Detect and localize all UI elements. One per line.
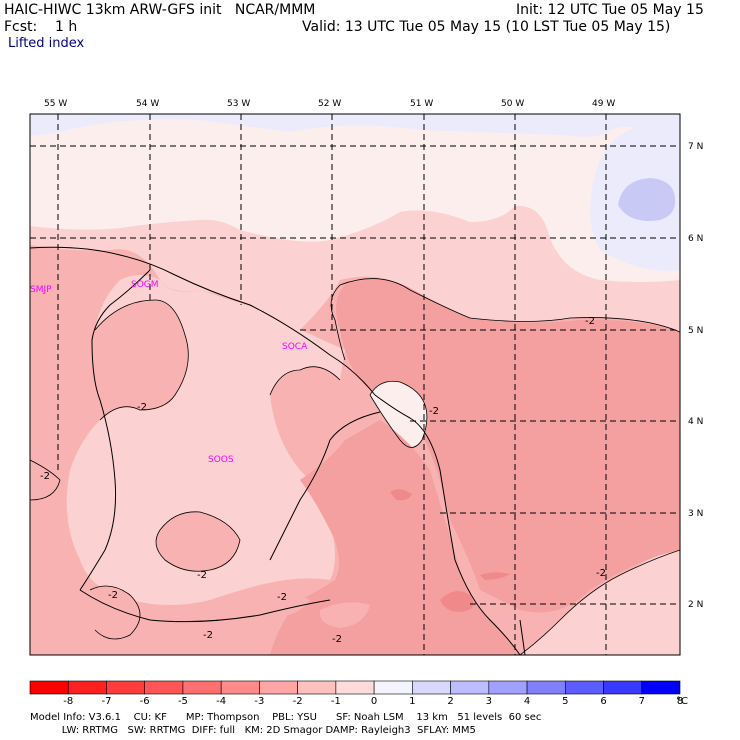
contour-label: -2	[277, 592, 287, 603]
contour-label: -2	[108, 590, 118, 601]
colorbar-tick-label: -5	[178, 696, 188, 707]
contour-labels: -2 -2 -2 -2 -2 -2 -2 -2 -2 -2	[40, 316, 606, 645]
colorbar-tick-label: -6	[140, 696, 150, 707]
colorbar-swatch	[641, 680, 681, 695]
colorbar-tick-label: 6	[600, 696, 606, 707]
colorbar-swatch	[373, 680, 413, 695]
graticule	[30, 114, 680, 655]
contour-label: -2	[40, 471, 50, 482]
lon-label: 49 W	[592, 99, 615, 109]
model-info-line1: Model Info: V3.6.1 CU: KF MP: Thompson P…	[30, 712, 542, 723]
colorbar-tick-label: -7	[101, 696, 111, 707]
colorbar-tick-label: 8	[677, 696, 683, 707]
colorbar-swatch	[488, 680, 528, 695]
colorbar-swatch	[29, 680, 69, 695]
colorbar-swatch	[603, 680, 643, 695]
contour-label: -2	[332, 634, 342, 645]
contour-label: -2	[596, 568, 606, 579]
station-soca: SOCA	[282, 342, 308, 352]
colorbar-tick-label: -3	[254, 696, 264, 707]
contour-label: -2	[429, 406, 439, 417]
colorbar-tick-label: 3	[486, 696, 492, 707]
colorbar-swatch	[220, 680, 260, 695]
station-smjp: SMJP	[30, 285, 52, 295]
lon-label: 51 W	[410, 99, 433, 109]
lat-label: 2 N	[688, 600, 703, 610]
colorbar-swatch	[526, 680, 566, 695]
contour-label: -2	[137, 402, 147, 413]
shaded-field	[30, 114, 680, 655]
colorbar-swatch	[144, 680, 184, 695]
lon-label: 55 W	[44, 99, 67, 109]
colorbar-swatch	[67, 680, 107, 695]
station-sogm: SOGM	[131, 280, 159, 290]
lat-label: 3 N	[688, 509, 703, 519]
lat-label: 5 N	[688, 326, 703, 336]
colorbar-tick-label: 4	[524, 696, 530, 707]
station-soos: SOOS	[208, 455, 234, 465]
colorbar-swatch	[259, 680, 298, 695]
lat-label: 4 N	[688, 417, 703, 427]
colorbar-swatch	[412, 680, 451, 695]
station-labels: SMJP SOGM SOCA SOOS	[30, 280, 308, 465]
model-info-line2: LW: RRTMG SW: RRTMG DIFF: full KM: 2D Sm…	[30, 725, 476, 736]
colorbar-swatch	[297, 680, 337, 695]
colorbar-tick-label: -1	[331, 696, 341, 707]
field-name: Lifted index	[8, 36, 85, 51]
contour-label: -2	[197, 570, 207, 581]
map-frame	[29, 113, 681, 656]
colorbar-unit: °C	[676, 696, 688, 707]
lon-label: 54 W	[136, 99, 159, 109]
map-title: HAIC-HIWC 13km ARW-GFS init NCAR/MMM	[4, 2, 316, 18]
coastline-borders	[30, 246, 526, 655]
latitude-labels: 7 N 6 N 5 N 4 N 3 N 2 N	[688, 142, 703, 610]
longitude-labels: 55 W 54 W 53 W 52 W 51 W 50 W 49 W	[44, 99, 615, 109]
colorbar-tick-label: 7	[639, 696, 645, 707]
colorbar-tick-label: 2	[447, 696, 453, 707]
lon-label: 53 W	[227, 99, 250, 109]
contour-label: -2	[203, 630, 213, 641]
init-time: Init: 12 UTC Tue 05 May 15	[516, 2, 704, 18]
forecast-hour: Fcst: 1 h	[4, 19, 78, 35]
lon-label: 50 W	[501, 99, 524, 109]
lat-label: 6 N	[688, 234, 703, 244]
lon-label: 52 W	[318, 99, 341, 109]
colorbar-tick-label: -2	[293, 696, 303, 707]
colorbar-swatch	[182, 680, 222, 695]
colorbar-tick-label: -4	[216, 696, 226, 707]
colorbar-tick-label: 1	[409, 696, 415, 707]
colorbar-swatch	[335, 680, 375, 695]
contour-label: -2	[585, 316, 595, 327]
colorbar-swatch	[450, 680, 490, 695]
colorbar-tick-label: 5	[562, 696, 568, 707]
colorbar-tick-label: 0	[371, 696, 377, 707]
contour-lines	[30, 278, 680, 655]
colorbar-swatch	[564, 680, 604, 695]
colorbar-swatch	[106, 680, 146, 695]
valid-time: Valid: 13 UTC Tue 05 May 15 (10 LST Tue …	[302, 19, 671, 35]
colorbar: -8 -7 -6 -5 -4 -3 -2 -1 0 1 2 3 4 5 6 7 8°C	[29, 680, 688, 707]
colorbar-tick-label: -8	[63, 696, 73, 707]
lat-label: 7 N	[688, 142, 703, 152]
